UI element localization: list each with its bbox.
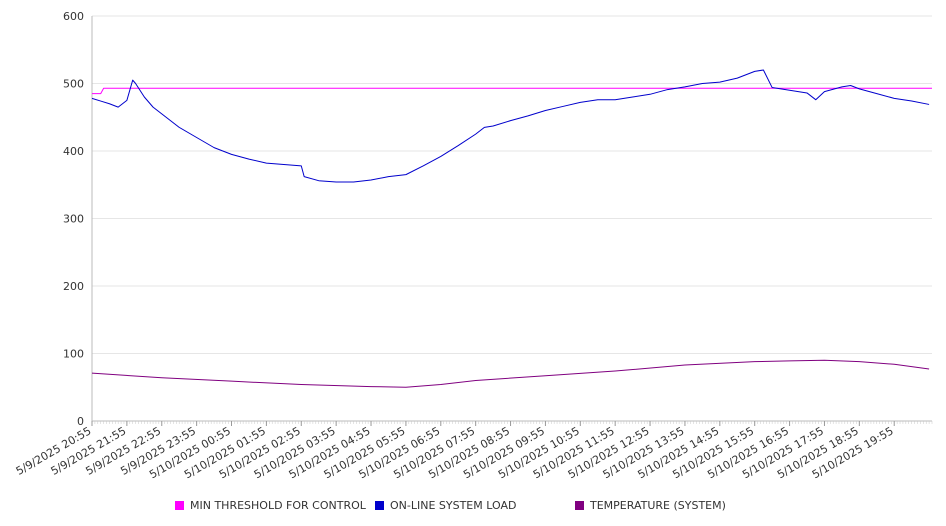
series-line-3 xyxy=(91,359,930,388)
legend: MIN THRESHOLD FOR CONTROL ON-LINE SYSTEM … xyxy=(175,499,726,512)
series-line-2 xyxy=(91,69,930,183)
legend-entry: MIN THRESHOLD FOR CONTROL xyxy=(190,499,367,512)
y-tick-label: 100 xyxy=(63,348,84,361)
y-tick-labels: 0 100 200 300 400 500 600 xyxy=(63,10,84,428)
y-tick-label: 500 xyxy=(63,78,84,91)
y-tick-label: 400 xyxy=(63,145,84,158)
y-tick-label: 200 xyxy=(63,280,84,293)
y-tick-label: 300 xyxy=(63,213,84,226)
x-tick-labels: 5/9/2025 20:555/9/2025 21:555/9/2025 22:… xyxy=(14,424,896,481)
y-tick-label: 600 xyxy=(63,10,84,23)
series-lines xyxy=(91,69,932,388)
gridlines xyxy=(92,15,932,354)
legend-entry: TEMPERATURE (SYSTEM) xyxy=(589,499,726,512)
axes xyxy=(91,16,933,426)
legend-entry: ON-LINE SYSTEM LOAD xyxy=(390,499,516,512)
legend-swatch xyxy=(175,501,184,510)
legend-swatch xyxy=(575,501,584,510)
legend-swatch xyxy=(375,501,384,510)
y-tick-label: 0 xyxy=(77,415,84,428)
series-line-1 xyxy=(92,87,932,95)
